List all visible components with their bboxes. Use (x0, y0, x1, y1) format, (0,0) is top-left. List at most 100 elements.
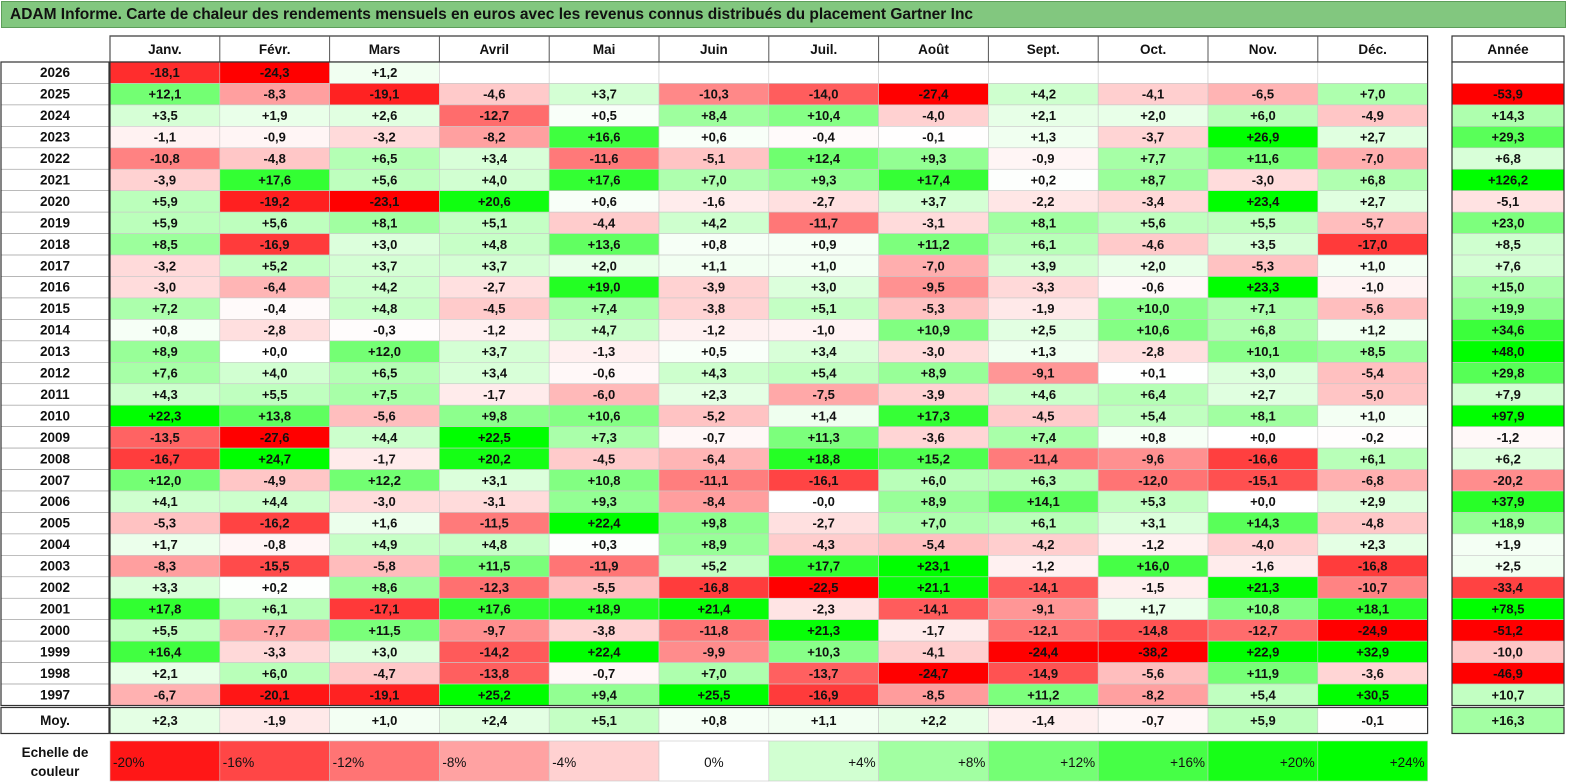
cell-value: -1,7 (483, 387, 505, 402)
cell-value: -0,7 (593, 666, 615, 681)
cell-value: -23,1 (370, 194, 400, 209)
scale-step-label: +20% (1280, 755, 1315, 770)
cell-value: +25,5 (697, 687, 730, 702)
cell-value: +0,6 (701, 130, 727, 145)
cell-value: -0,4 (263, 301, 286, 316)
cell-value: +3,0 (372, 237, 398, 252)
cell-value: +21,3 (1246, 580, 1279, 595)
cell-value: +8,9 (152, 344, 178, 359)
cell-value: +7,0 (701, 666, 727, 681)
cell-value: -5,6 (1361, 301, 1383, 316)
cell-value: -5,3 (1252, 258, 1274, 273)
cell-value: -15,1 (1248, 473, 1278, 488)
cell-value: -4,6 (1142, 237, 1164, 252)
cell-value: +3,0 (372, 644, 398, 659)
cell-value: -10,8 (150, 151, 180, 166)
cell-value: +7,7 (1140, 151, 1166, 166)
cell-value: +2,1 (152, 666, 178, 681)
cell-value: -2,3 (812, 601, 834, 616)
cell-value: +0,6 (591, 194, 617, 209)
cell-value: +2,0 (1140, 258, 1166, 273)
month-header: Déc. (1358, 42, 1387, 57)
cell-value: -22,5 (809, 580, 839, 595)
cell-value: +5,1 (811, 301, 837, 316)
year-label: 2026 (40, 65, 71, 80)
cell-value: -24,3 (260, 65, 290, 80)
scale-step-label: +24% (1390, 755, 1425, 770)
cell-value: -1,4 (1032, 713, 1055, 728)
year-label: 2014 (40, 323, 71, 338)
cell-value: +5,1 (591, 713, 617, 728)
cell-value: +7,0 (1360, 87, 1386, 102)
cell-value: +3,7 (481, 258, 507, 273)
scale-swatch (1207, 740, 1319, 782)
cell-value: +5,9 (1250, 713, 1276, 728)
scale-step-label: -8% (442, 755, 466, 770)
cell-value: +3,4 (811, 344, 837, 359)
year-label: 2006 (40, 494, 71, 509)
cell-value: +12,2 (368, 473, 401, 488)
cell-value: +8,1 (372, 215, 398, 230)
cell-value: +9,4 (591, 687, 617, 702)
cell-value: +1,3 (1030, 130, 1056, 145)
cell-value: -5,4 (1361, 366, 1384, 381)
cell-value: +4,2 (701, 215, 727, 230)
annual-value: +78,5 (1492, 601, 1525, 616)
cell-value: -0,8 (263, 537, 285, 552)
cell-value: -14,1 (1028, 580, 1058, 595)
year-label: 2025 (40, 87, 71, 102)
cell-value: +22,9 (1246, 644, 1279, 659)
cell-value: -6,8 (1361, 473, 1383, 488)
cell-value: +9,3 (591, 494, 617, 509)
cell-value: +3,9 (1030, 258, 1056, 273)
scale-swatch (219, 740, 330, 782)
cell-value: -12,1 (1028, 623, 1058, 638)
cell-value: -38,2 (1138, 644, 1168, 659)
month-header: Avril (480, 42, 510, 57)
cell-value: +6,0 (262, 666, 288, 681)
year-label: 2003 (40, 559, 71, 574)
cell-value: +0,0 (1250, 494, 1276, 509)
cell-value: -13,7 (809, 666, 839, 681)
cell-value: +5,5 (152, 623, 178, 638)
year-label: 2001 (40, 601, 71, 616)
year-label: 2021 (40, 172, 71, 187)
cell-value: -11,6 (590, 151, 619, 166)
cell-value: +17,8 (148, 601, 181, 616)
cell-value: -12,3 (479, 580, 509, 595)
cell-value: +3,0 (811, 280, 837, 295)
cell-value: +5,9 (152, 194, 178, 209)
cell-value: +1,2 (1360, 323, 1386, 338)
month-header: Févr. (259, 42, 291, 57)
year-label: 2019 (40, 215, 70, 230)
cell-value: -4,5 (593, 451, 615, 466)
year-label: 1998 (40, 666, 71, 681)
cell-value: +2,3 (1360, 537, 1386, 552)
cell-value: +10,0 (1137, 301, 1170, 316)
cell-value: -1,5 (1142, 580, 1164, 595)
scale-swatch (658, 740, 770, 782)
annual-border (1451, 61, 1565, 707)
cell-value: -16,9 (809, 687, 839, 702)
cell-value: +11,5 (478, 559, 510, 574)
cell-value: -24,7 (919, 666, 949, 681)
cell-value: -3,9 (703, 280, 725, 295)
cell-value: +17,4 (917, 172, 951, 187)
cell-value: -1,6 (1252, 559, 1274, 574)
annual-value: +6,8 (1495, 151, 1521, 166)
cell-value: -8,3 (154, 559, 176, 574)
cell-value: -1,7 (922, 623, 944, 638)
cell-value: -11,9 (590, 559, 619, 574)
cell-value: -7,0 (922, 258, 944, 273)
cell-value: -1,2 (703, 323, 725, 338)
cell-value: -4,7 (373, 666, 395, 681)
average-label: Moy. (40, 713, 70, 728)
cell-value: -3,1 (922, 215, 944, 230)
scale-step-label: +4% (848, 755, 875, 770)
cell-value: -24,4 (1028, 644, 1058, 659)
cell-value: -5,4 (922, 537, 945, 552)
cell-value: +12,1 (148, 87, 181, 102)
month-header: Août (918, 42, 949, 57)
cell-value: +4,0 (481, 172, 507, 187)
